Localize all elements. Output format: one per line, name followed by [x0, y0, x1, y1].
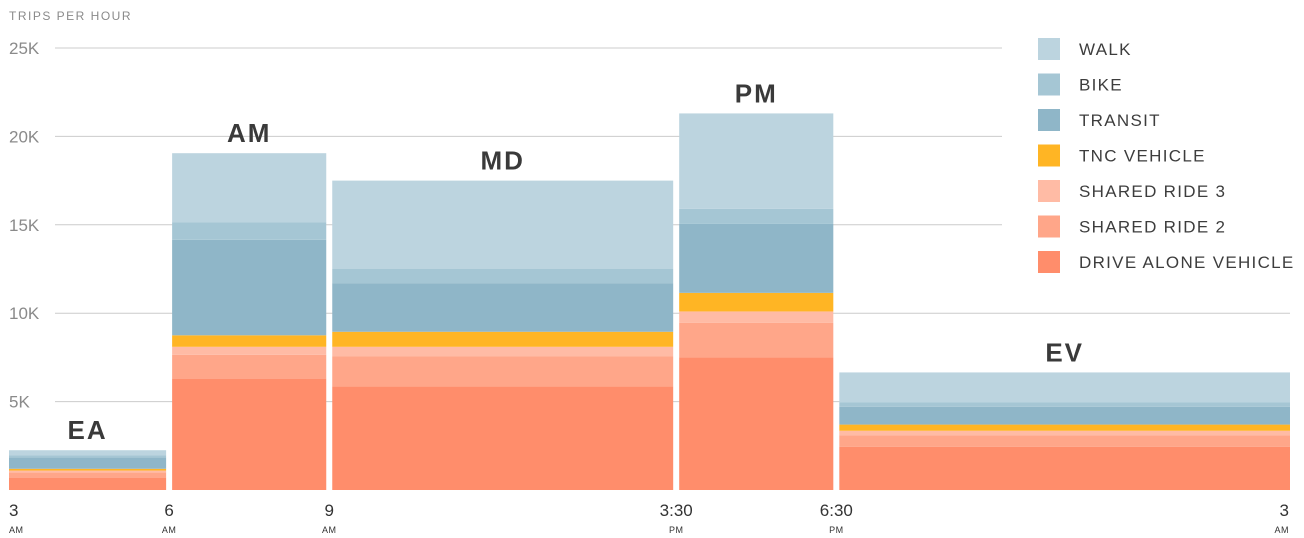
legend-swatch: [1038, 215, 1060, 238]
bar-segment-md-4: [332, 283, 674, 332]
x-tick-sublabel: AM: [1275, 525, 1290, 535]
legend-swatch: [1038, 73, 1060, 96]
x-axis-ticks: 3 AM 6 AM 9 AM 3:30 PM 6:30 PM 3 AM: [9, 501, 1289, 535]
bar-segment-ev-4: [839, 406, 1290, 425]
legend-label: TNC VEHICLE: [1079, 147, 1206, 166]
legend-label: BIKE: [1079, 76, 1123, 95]
bar-segment-md-3: [332, 331, 674, 347]
stacked-bars: [9, 113, 1290, 490]
bar-segment-am-4: [172, 239, 327, 336]
legend-label: SHARED RIDE 2: [1079, 218, 1226, 237]
y-tick-label: 25K: [9, 39, 40, 58]
bar-segment-ea-4: [9, 457, 167, 469]
x-tick-label: 3:30: [660, 501, 693, 520]
y-tick-label: 5K: [9, 393, 30, 412]
period-label-am: AM: [227, 118, 271, 148]
legend-swatch: [1038, 144, 1060, 167]
legend-label: DRIVE ALONE VEHICLE: [1079, 253, 1295, 272]
bar-segment-pm-5: [679, 208, 834, 224]
period-labels: EA AM MD PM EV: [68, 78, 1084, 445]
period-label-ea: EA: [68, 415, 108, 445]
x-tick-sublabel: AM: [9, 525, 24, 535]
x-tick-sublabel: AM: [162, 525, 177, 535]
x-tick-sublabel: PM: [669, 525, 684, 535]
bar-segment-am-0: [172, 378, 327, 490]
legend: WALK BIKE TRANSIT TNC VEHICLE SHARED RIDE 3 S…: [1038, 38, 1295, 273]
bar-segment-am-6: [172, 153, 327, 223]
bar-segment-pm-2: [679, 311, 834, 323]
x-tick-label: 6:30: [820, 501, 853, 520]
bar-segment-ev-0: [839, 446, 1290, 490]
bar-segment-am-5: [172, 222, 327, 240]
bar-segment-ea-2: [9, 470, 167, 473]
x-tick-label: 3: [1280, 501, 1289, 520]
legend-swatch: [1038, 109, 1060, 131]
y-axis-title: TRIPS PER HOUR: [9, 9, 132, 23]
bar-segment-ea-1: [9, 472, 167, 478]
legend-swatch: [1038, 251, 1060, 273]
bar-segment-pm-1: [679, 322, 834, 358]
bar-segment-ea-0: [9, 477, 167, 490]
bar-segment-pm-3: [679, 292, 834, 312]
x-tick-sublabel: PM: [829, 525, 844, 535]
x-tick-label: 3: [9, 501, 18, 520]
x-tick-label: 9: [325, 501, 334, 520]
bar-segment-ev-1: [839, 435, 1290, 447]
legend-label: SHARED RIDE 3: [1079, 182, 1226, 201]
x-tick-label: 6: [164, 501, 173, 520]
bar-segment-md-0: [332, 386, 674, 490]
x-tick-sublabel: AM: [322, 525, 337, 535]
bar-segment-ev-2: [839, 430, 1290, 436]
legend-label: WALK: [1079, 40, 1132, 59]
y-tick-label: 15K: [9, 216, 40, 235]
bar-segment-am-3: [172, 335, 327, 347]
legend-swatch: [1038, 38, 1060, 60]
bar-segment-pm-6: [679, 113, 834, 209]
y-tick-label: 20K: [9, 127, 40, 146]
y-tick-label: 10K: [9, 304, 40, 323]
legend-swatch: [1038, 180, 1060, 202]
legend-label: TRANSIT: [1079, 111, 1161, 130]
period-label-ev: EV: [1045, 337, 1084, 367]
bar-segment-pm-4: [679, 223, 834, 293]
bar-segment-ea-5: [9, 455, 167, 458]
bar-segment-md-2: [332, 346, 674, 357]
bar-segment-md-6: [332, 180, 674, 269]
bar-segment-md-5: [332, 269, 674, 284]
bar-segment-pm-0: [679, 357, 834, 490]
bar-segment-md-1: [332, 356, 674, 387]
bar-segment-ev-3: [839, 424, 1290, 431]
bar-segment-ev-6: [839, 372, 1290, 403]
bar-segment-ev-5: [839, 402, 1290, 407]
bar-segment-ea-6: [9, 450, 167, 456]
period-label-md: MD: [481, 146, 525, 176]
period-label-pm: PM: [735, 78, 778, 108]
y-axis-ticks: 25K 20K 15K 10K 5K: [9, 39, 40, 412]
bar-segment-am-1: [172, 354, 327, 379]
bar-segment-ea-3: [9, 468, 167, 471]
bar-segment-am-2: [172, 346, 327, 355]
